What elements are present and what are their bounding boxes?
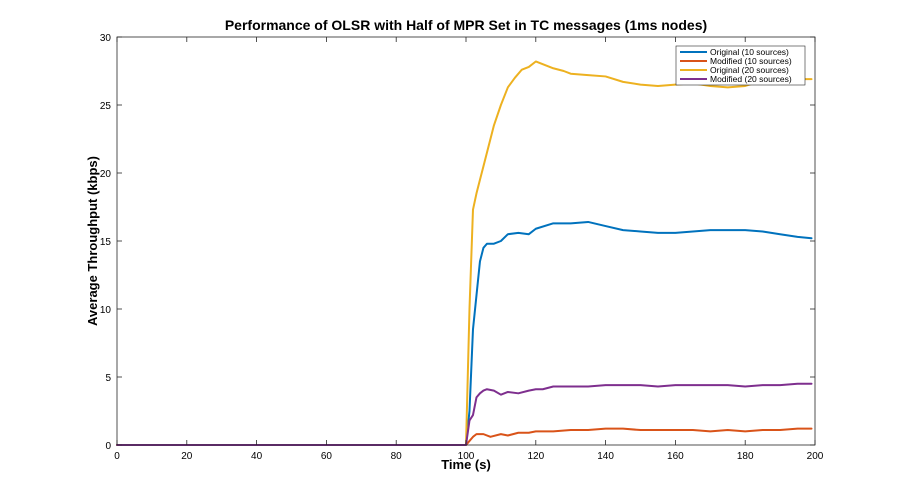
x-tick-label: 100 [458, 451, 475, 462]
legend-label-2: Modified (10 sources) [710, 56, 792, 66]
legend-label-4: Modified (20 sources) [710, 74, 792, 84]
series-line-4 [116, 382, 813, 446]
plot-area [117, 37, 815, 445]
plot-background [117, 37, 815, 445]
y-tick-label: 30 [100, 33, 112, 44]
x-tick-label: 20 [181, 451, 193, 462]
x-tick-label: 0 [114, 451, 120, 462]
chart-title: Performance of OLSR with Half of MPR Set… [225, 17, 707, 33]
y-tick-label: 0 [105, 441, 111, 452]
y-tick-label: 10 [100, 305, 112, 316]
y-tick-label: 15 [100, 237, 112, 248]
y-axis-label: Average Throughput (kbps) [85, 156, 100, 326]
y-tick-label: 20 [100, 169, 112, 180]
x-tick-label: 40 [251, 451, 263, 462]
y-tick-label: 25 [100, 101, 112, 112]
x-tick-label: 140 [597, 451, 614, 462]
legend-label-3: Original (20 sources) [710, 65, 789, 75]
legend: Original (10 sources)Modified (10 source… [675, 45, 806, 86]
x-tick-label: 120 [527, 451, 544, 462]
series-line-2 [116, 427, 813, 446]
x-axis-label: Time (s) [441, 457, 491, 472]
axes-group: 0 20 40 60 80 100 120 140 160 180 200 0 5 10 15 20 25 30 [100, 33, 824, 462]
x-tick-label: 80 [391, 451, 403, 462]
y-tick-label: 5 [105, 373, 111, 384]
x-tick-label: 180 [737, 451, 754, 462]
x-tick-label: 160 [667, 451, 684, 462]
series-line-3 [116, 60, 813, 446]
x-tick-label: 200 [807, 451, 824, 462]
series-group [116, 60, 813, 446]
x-tick-label: 60 [321, 451, 333, 462]
legend-label-1: Original (10 sources) [710, 47, 789, 57]
series-line-1 [116, 220, 813, 446]
